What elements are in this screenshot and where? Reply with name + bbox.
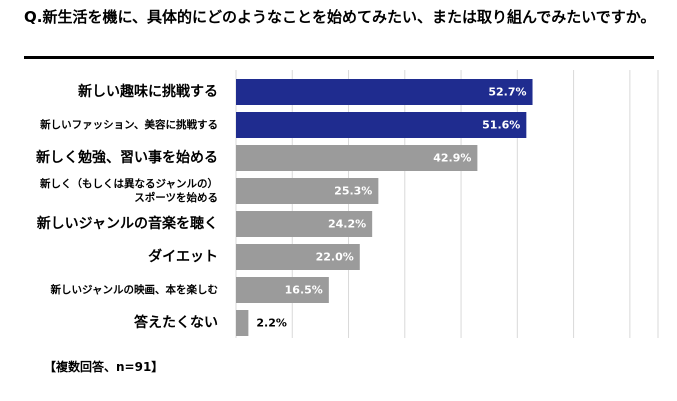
category-label: 新しいジャンルの映画、本を楽しむ — [51, 283, 218, 296]
value-label: 24.2% — [328, 218, 366, 231]
category-label-line: スポーツを始める — [134, 191, 218, 204]
value-label: 22.0% — [316, 251, 354, 264]
bar — [236, 277, 329, 303]
bar — [236, 211, 373, 237]
value-labels: 52.7% 51.6% 42.9% 25.3% 24.2% 22.0% 16.5% 2.2% — [256, 86, 526, 330]
sample-note: 【複数回答、n=91】 — [44, 360, 164, 374]
category-label: ダイエット — [148, 248, 218, 265]
category-labels: 新しい趣味に挑戦する新しいファッション、美容に挑戦する新しく勉強、習い事を始める… — [36, 83, 218, 331]
bar-chart: 新しい趣味に挑戦する新しいファッション、美容に挑戦する新しく勉強、習い事を始める… — [36, 70, 659, 338]
bar — [236, 145, 478, 171]
bar — [236, 79, 533, 105]
value-label: 25.3% — [334, 185, 372, 198]
value-label: 42.9% — [433, 152, 471, 165]
chart-title: Q.新生活を機に、具体的にどのようなことを始めてみたい、または取り組んでみたいで… — [24, 8, 656, 26]
category-label: 新しい趣味に挑戦する — [78, 83, 218, 100]
category-label: 新しく（もしくは異なるジャンルの）スポーツを始める — [40, 177, 218, 204]
value-label: 2.2% — [256, 317, 287, 330]
value-label: 52.7% — [488, 86, 526, 99]
bar — [236, 244, 360, 270]
bar — [236, 310, 249, 336]
bar — [236, 178, 379, 204]
category-label: 新しく勉強、習い事を始める — [36, 149, 218, 166]
value-label: 51.6% — [482, 119, 520, 132]
bars — [236, 79, 533, 336]
category-label: 答えたくない — [134, 314, 218, 331]
category-label: 新しいファッション、美容に挑戦する — [40, 118, 218, 131]
title-underline — [24, 56, 654, 59]
value-label: 16.5% — [285, 284, 323, 297]
category-label: 新しいジャンルの音楽を聴く — [37, 215, 218, 232]
category-label-line: 新しく（もしくは異なるジャンルの） — [40, 177, 218, 190]
bar — [236, 112, 527, 138]
